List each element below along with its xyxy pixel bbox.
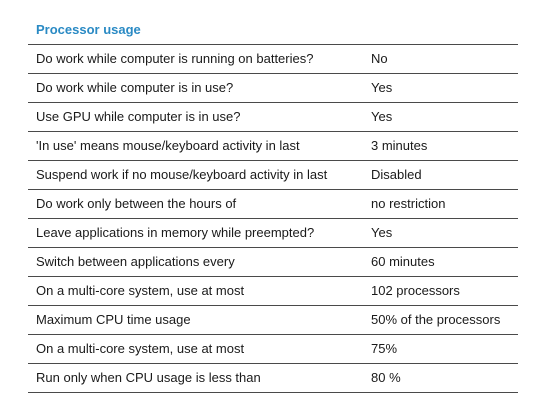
preferences-table: Do work while computer is running on bat… bbox=[28, 44, 518, 393]
row-label: On a multi-core system, use at most bbox=[36, 283, 245, 298]
table-row: On a multi-core system, use at most 102 … bbox=[28, 277, 518, 306]
table-row: Switch between applications every 60 min… bbox=[28, 248, 518, 277]
table-row: Run only when CPU usage is less than 80 … bbox=[28, 364, 518, 393]
table-row: On a multi-core system, use at most 75% bbox=[28, 335, 518, 364]
table-row: Suspend work if no mouse/keyboard activi… bbox=[28, 161, 518, 190]
table-row: 'In use' means mouse/keyboard activity i… bbox=[28, 132, 518, 161]
table-row: Do work only between the hours of no res… bbox=[28, 190, 518, 219]
row-value: 3 minutes bbox=[371, 138, 428, 153]
row-value: Disabled bbox=[371, 167, 422, 182]
table-row: Leave applications in memory while preem… bbox=[28, 219, 518, 248]
row-label: Do work only between the hours of bbox=[36, 196, 237, 211]
row-value: 75% bbox=[371, 341, 398, 356]
row-value: 50% of the processors bbox=[371, 312, 501, 327]
row-value: 60 minutes bbox=[371, 254, 435, 269]
row-value: no restriction bbox=[371, 196, 446, 211]
table-row: Use GPU while computer is in use? Yes bbox=[28, 103, 518, 132]
row-value: 80 % bbox=[371, 370, 401, 385]
table-row: Maximum CPU time usage 50% of the proces… bbox=[28, 306, 518, 335]
row-value: Yes bbox=[371, 109, 393, 124]
row-label: Switch between applications every bbox=[36, 254, 235, 269]
row-label: Maximum CPU time usage bbox=[36, 312, 191, 327]
table-row: Do work while computer is running on bat… bbox=[28, 45, 518, 74]
row-value: No bbox=[371, 51, 388, 66]
row-label: Do work while computer is running on bat… bbox=[36, 51, 314, 66]
row-value: Yes bbox=[371, 80, 393, 95]
row-label: Leave applications in memory while preem… bbox=[36, 225, 315, 240]
row-value: Yes bbox=[371, 225, 393, 240]
section-title: Processor usage bbox=[36, 22, 141, 37]
row-label: Use GPU while computer is in use? bbox=[36, 109, 241, 124]
row-value: 102 processors bbox=[371, 283, 460, 298]
row-label: 'In use' means mouse/keyboard activity i… bbox=[36, 138, 300, 153]
table-row: Do work while computer is in use? Yes bbox=[28, 74, 518, 103]
row-label: Run only when CPU usage is less than bbox=[36, 370, 261, 385]
row-label: Do work while computer is in use? bbox=[36, 80, 234, 95]
row-label: On a multi-core system, use at most bbox=[36, 341, 245, 356]
row-label: Suspend work if no mouse/keyboard activi… bbox=[36, 167, 328, 182]
